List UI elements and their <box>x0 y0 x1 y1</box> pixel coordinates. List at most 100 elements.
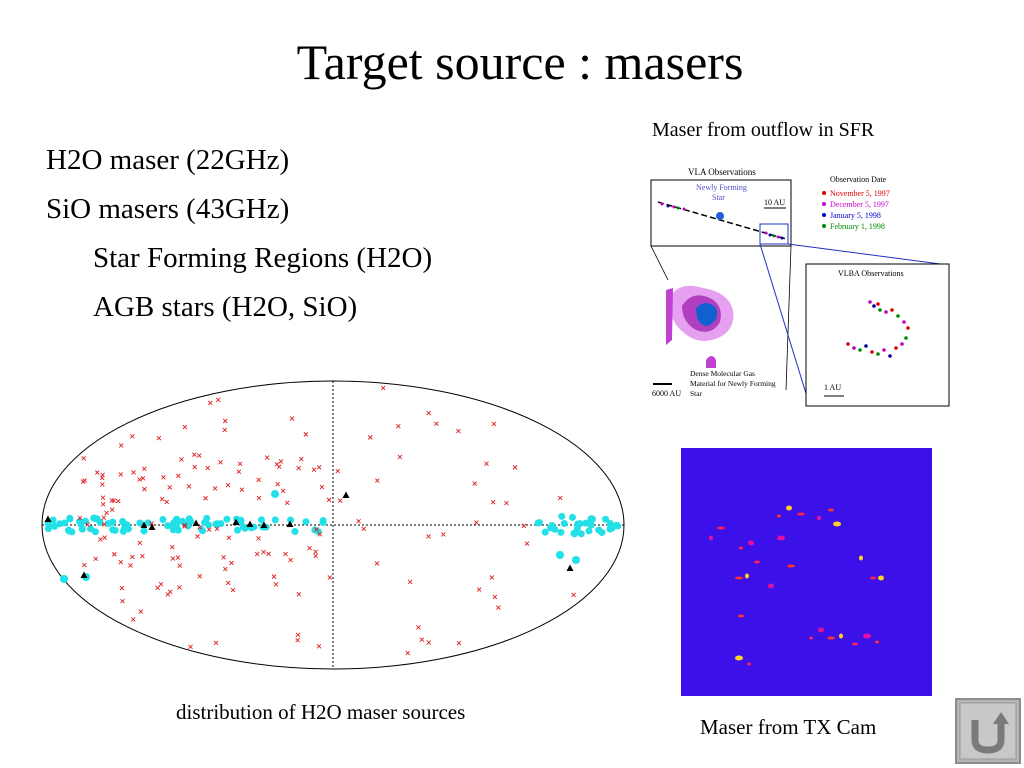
red-cross-point <box>111 498 117 503</box>
red-cross-point <box>203 495 208 501</box>
red-cross-point <box>115 498 121 504</box>
cyan-source-point <box>173 524 181 532</box>
red-cross-point <box>177 585 182 590</box>
red-cross-point <box>159 496 165 502</box>
red-cross-point <box>156 435 162 441</box>
red-cross-point <box>254 551 260 557</box>
tx-maser-spot <box>870 576 876 580</box>
red-cross-point <box>128 563 133 568</box>
red-cross-point <box>374 561 380 566</box>
red-cross-point <box>492 594 498 600</box>
distribution-caption: distribution of H2O maser sources <box>176 700 466 724</box>
red-cross-point <box>472 481 478 486</box>
cyan-source-point <box>606 525 614 533</box>
red-cross-point <box>212 486 218 491</box>
red-cross-point <box>236 469 242 474</box>
red-cross-point <box>192 452 197 458</box>
red-cross-point <box>474 520 479 525</box>
red-cross-point <box>490 499 496 505</box>
scale-10au: 10 AU <box>764 198 785 207</box>
cyan-source-point <box>568 513 576 521</box>
red-cross-point <box>188 644 193 650</box>
red-cross-point <box>158 581 164 587</box>
legend-item-jan: January 5, 1998 <box>830 211 881 220</box>
red-cross-point <box>100 472 105 478</box>
cyan-source-point <box>589 515 597 523</box>
cyan-source-point <box>169 519 177 527</box>
red-cross-point <box>397 454 403 460</box>
tx-maser-spot <box>786 505 792 511</box>
red-cross-point <box>167 485 173 490</box>
cyan-source-point <box>61 519 69 527</box>
tx-maser-spot <box>817 515 821 521</box>
tx-maser-spot <box>852 642 858 646</box>
red-cross-point <box>77 515 83 521</box>
slide-title: Target source : masers <box>296 34 744 90</box>
tx-maser-spot <box>878 575 884 581</box>
cyan-source-point <box>96 518 104 526</box>
tx-maser-spot <box>735 576 743 580</box>
black-triangle-point <box>286 520 294 527</box>
bullet-sio: SiO masers (43GHz) <box>46 193 290 225</box>
tx-maser-spot <box>717 526 725 530</box>
red-cross-point <box>140 475 146 481</box>
red-cross-point <box>179 457 184 462</box>
cyan-source-point <box>577 530 585 538</box>
cyan-source-point <box>557 528 565 536</box>
red-cross-point <box>222 418 228 424</box>
u-turn-arrow-icon <box>959 702 1017 760</box>
red-cross-point <box>261 549 266 555</box>
red-cross-point <box>361 526 367 532</box>
black-triangle-point <box>566 564 574 571</box>
red-cross-point <box>141 466 147 471</box>
red-cross-point <box>314 527 319 532</box>
red-cross-point <box>256 477 261 483</box>
cyan-source-point <box>257 516 265 524</box>
black-triangle-point <box>232 518 240 525</box>
red-cross-point <box>456 640 462 646</box>
red-cross-point <box>161 474 166 480</box>
red-cross-point <box>93 556 99 562</box>
black-triangle-point <box>246 520 254 527</box>
bullet-agb: AGB stars (H2O, SiO) <box>93 291 358 323</box>
red-cross-point <box>130 554 135 560</box>
legend-item-nov: November 5, 1997 <box>830 189 890 198</box>
red-cross-point <box>275 481 281 487</box>
red-cross-point <box>175 555 181 560</box>
cyan-source-point <box>144 519 152 527</box>
red-cross-point <box>307 545 312 551</box>
star-marker <box>716 212 724 220</box>
red-cross-point <box>118 559 124 565</box>
cyan-source-point <box>51 522 59 530</box>
vlba-maser-points <box>846 300 910 358</box>
red-cross-point <box>186 484 192 489</box>
red-cross-point <box>283 551 288 557</box>
cyan-source-point <box>271 516 279 524</box>
red-cross-point <box>239 487 245 493</box>
red-cross-point <box>264 455 270 460</box>
cyan-source-point <box>319 519 327 527</box>
red-cross-point <box>296 591 302 597</box>
red-cross-point <box>118 472 124 477</box>
red-cross-point <box>155 585 160 591</box>
red-cross-point <box>426 534 431 539</box>
red-cross-point <box>118 443 124 448</box>
red-cross-point <box>311 467 317 472</box>
black-triangle-point <box>80 571 88 578</box>
red-cross-point <box>289 416 295 421</box>
red-cross-point <box>80 479 86 484</box>
red-cross-point <box>295 632 301 638</box>
red-cross-point <box>504 500 509 506</box>
gas-label-3: Star <box>690 389 703 398</box>
vlba-title: VLBA Observations <box>838 269 904 278</box>
cyan-source-point <box>119 527 127 535</box>
return-button[interactable] <box>955 698 1021 764</box>
red-cross-point <box>313 549 318 555</box>
bullet-sfr: Star Forming Regions (H2O) <box>93 242 433 274</box>
cyan-source-point <box>109 526 117 534</box>
red-cross-point <box>177 563 183 569</box>
black-triangle-point <box>148 523 156 530</box>
red-cross-point <box>213 640 219 646</box>
cyan-source-point <box>78 525 86 533</box>
red-cross-point <box>303 432 309 437</box>
